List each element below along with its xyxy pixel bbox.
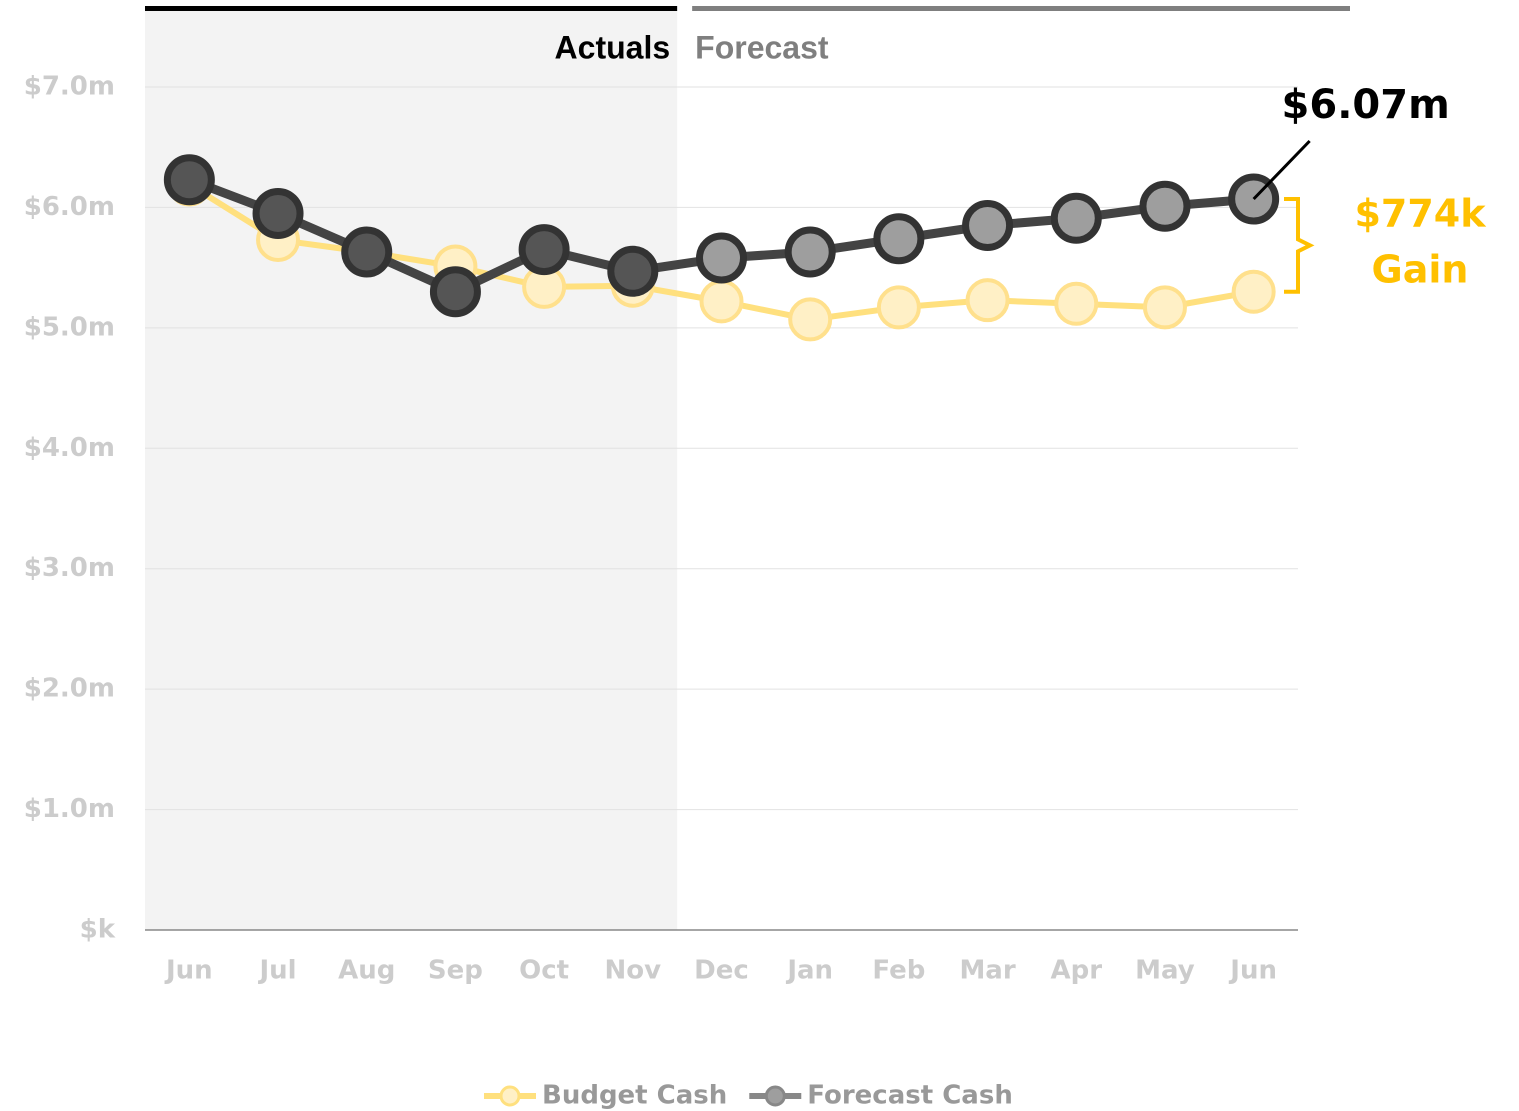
y-tick-label: $1.0m xyxy=(24,794,115,824)
y-tick-label: $6.0m xyxy=(24,192,115,222)
x-tick-label: Nov xyxy=(605,956,662,986)
x-tick-label: Jan xyxy=(785,956,833,986)
gain-bracket xyxy=(1284,196,1315,294)
marker xyxy=(873,213,925,265)
y-tick-label: $4.0m xyxy=(24,433,115,463)
marker xyxy=(252,187,304,239)
marker xyxy=(784,226,836,278)
y-tick-label: $7.0m xyxy=(24,72,115,102)
period-label: Forecast xyxy=(695,29,829,65)
period-bar xyxy=(692,6,1350,11)
x-tick-label: Feb xyxy=(872,956,925,986)
x-tick-label: Sep xyxy=(428,956,483,986)
x-tick-label: Aug xyxy=(338,956,395,986)
y-tick-label: $3.0m xyxy=(24,553,115,583)
legend-label: Forecast Cash xyxy=(807,1081,1013,1111)
period-label: Actuals xyxy=(555,29,671,65)
marker xyxy=(962,199,1014,251)
marker xyxy=(1050,192,1102,244)
marker xyxy=(965,278,1010,323)
marker xyxy=(696,232,747,284)
marker xyxy=(1231,269,1276,314)
x-tick-label: Jun xyxy=(1228,956,1277,986)
x-tick-label: Dec xyxy=(694,956,749,986)
marker xyxy=(788,297,833,342)
annotation: Gain xyxy=(1372,248,1469,292)
marker xyxy=(518,224,570,276)
y-tick-label: $k xyxy=(80,915,116,945)
annotation: $774k xyxy=(1354,192,1486,236)
marker xyxy=(341,226,393,278)
value-label: $6.07m xyxy=(1282,82,1450,128)
marker xyxy=(1142,285,1187,330)
x-tick-label: Jul xyxy=(257,956,296,986)
x-tick-label: May xyxy=(1135,956,1195,986)
label-leader xyxy=(1252,139,1311,201)
legend-marker xyxy=(499,1085,521,1107)
y-tick-label: $2.0m xyxy=(24,674,115,704)
legend-label: Budget Cash xyxy=(542,1081,727,1111)
marker xyxy=(429,266,481,318)
marker xyxy=(699,279,744,324)
x-tick-label: Oct xyxy=(519,956,569,986)
x-tick-label: Apr xyxy=(1050,956,1102,986)
marker xyxy=(1139,180,1191,232)
marker xyxy=(876,285,921,330)
x-tick-label: Mar xyxy=(959,956,1015,986)
marker xyxy=(607,245,659,297)
x-tick-label: Jun xyxy=(164,956,213,986)
marker xyxy=(163,154,215,206)
period-bar xyxy=(145,6,678,11)
legend-marker xyxy=(764,1085,786,1107)
period-shade xyxy=(145,10,678,930)
y-tick-label: $5.0m xyxy=(24,312,115,342)
marker xyxy=(1054,281,1099,326)
